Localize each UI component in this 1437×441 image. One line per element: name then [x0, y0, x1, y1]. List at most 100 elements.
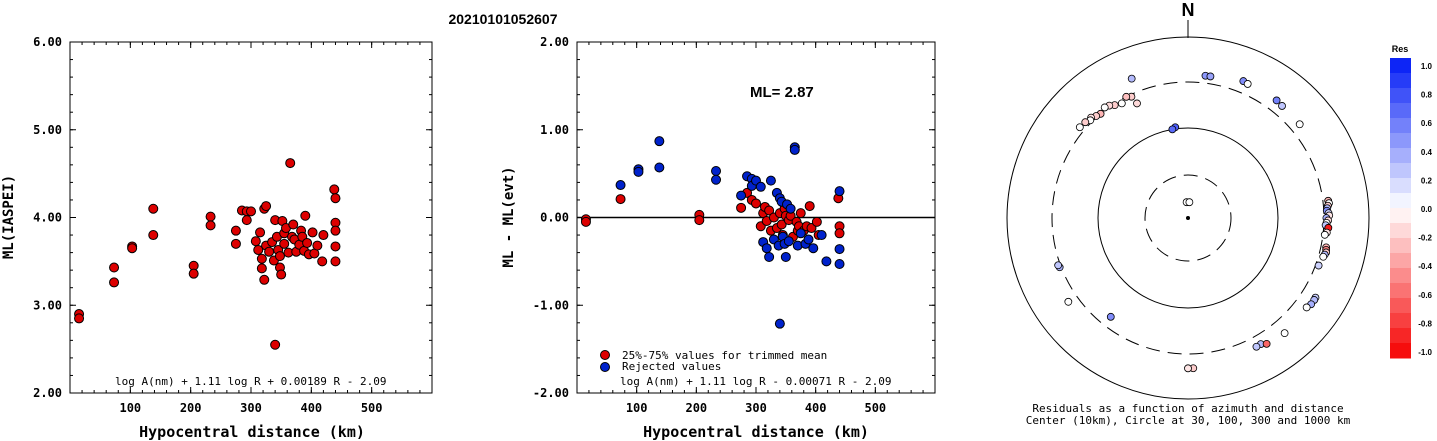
magnitude-point — [329, 184, 340, 195]
magnitude-point — [302, 237, 313, 248]
magnitude-point — [279, 238, 290, 249]
magnitude-point — [205, 211, 216, 222]
magnitude-point — [330, 225, 341, 236]
annotation-residual: log A(nm) + 1.11 log R - 0.00071 R - 2.0… — [620, 375, 892, 388]
colorbar-cell — [1390, 73, 1411, 89]
azimuth-point — [1319, 252, 1328, 261]
colorbar-label: 0.8 — [1421, 91, 1433, 100]
residual-point — [780, 251, 791, 262]
magnitude-point — [109, 277, 120, 288]
panel-residual: -2.00 -1.00 0.00 1.00 2.00 100 200 300 400 500 ML… — [501, 35, 936, 441]
colorbar-label: 0.2 — [1421, 176, 1433, 185]
azimuth-point — [1100, 103, 1109, 112]
colorbar-cell — [1390, 313, 1411, 329]
residual-point — [821, 256, 832, 267]
azimuth-point — [1075, 123, 1084, 132]
azimuth-point — [1054, 261, 1063, 270]
residual-point — [795, 208, 806, 219]
residual-ytick-label: -2.00 — [533, 386, 569, 400]
colorbar-cell — [1390, 268, 1411, 284]
colorbar-cell — [1390, 88, 1411, 104]
magnitude-point — [330, 241, 341, 252]
magnitude-xtick-label: 500 — [361, 401, 383, 415]
xlabel-magnitude: Hypocentral distance (km) — [139, 423, 365, 441]
magnitude-point — [148, 203, 159, 214]
azimuth-point — [1168, 125, 1177, 134]
colorbar: Res 1.0 0.8 0.6 0.4 0.2 0.0 -0.2 -0.4 -0.6 -0.8 -1… — [1390, 44, 1433, 359]
panel-magnitude: 2.00 3.00 4.00 5.00 6.00 100 200 300 400 500 log … — [1, 35, 433, 441]
magnitude-point — [274, 251, 285, 262]
azimuth-point — [1122, 92, 1131, 101]
magnitude-point — [318, 230, 329, 241]
points-magnitude — [74, 158, 341, 350]
colorbar-cell — [1390, 343, 1411, 359]
magnitude-point — [256, 263, 267, 274]
ring-100km — [1097, 127, 1279, 309]
magnitude-point — [317, 256, 328, 267]
ylabel-magnitude: ML(IASPEI) — [1, 175, 17, 259]
colorbar-cell — [1390, 193, 1411, 209]
colorbar-label: 0.4 — [1421, 148, 1433, 157]
magnitude-ytick-label: 4.00 — [33, 211, 62, 225]
north-label: N — [1182, 0, 1195, 20]
azimuth-point — [1280, 329, 1289, 338]
residual-point — [711, 174, 722, 185]
azimuth-point — [1278, 102, 1286, 110]
residual-point — [654, 162, 665, 173]
magnitude-point — [255, 227, 266, 238]
magnitude-ytick-label: 5.00 — [33, 123, 62, 137]
colorbar-cells — [1390, 58, 1411, 359]
points-residual — [580, 136, 845, 329]
azimuth-point — [1081, 118, 1090, 127]
colorbar-cell — [1390, 328, 1411, 344]
magnitude-point — [312, 240, 323, 251]
residual-point — [633, 166, 644, 177]
colorbar-cell — [1390, 223, 1411, 239]
colorbar-cell — [1390, 133, 1411, 149]
colorbar-cell — [1390, 298, 1411, 314]
azimuth-point — [1106, 312, 1115, 321]
colorbar-label: -0.2 — [1418, 234, 1432, 243]
residual-xtick-label: 500 — [864, 401, 886, 415]
magnitude-xtick-label: 100 — [119, 401, 141, 415]
azimuth-point — [1302, 303, 1311, 312]
colorbar-cell — [1390, 58, 1411, 74]
residual-point — [736, 202, 747, 213]
colorbar-title: Res — [1392, 44, 1409, 54]
ml-value-label: ML= 2.87 — [750, 84, 814, 101]
residual-point — [811, 216, 822, 227]
magnitude-point — [188, 268, 199, 279]
magnitude-point — [307, 227, 318, 238]
axes-residual: -2.00 -1.00 0.00 1.00 2.00 100 200 300 400 500 — [533, 35, 936, 415]
azimuth-point — [1185, 198, 1194, 207]
colorbar-cell — [1390, 208, 1411, 224]
residual-point — [764, 251, 775, 262]
azimuth-point — [1252, 342, 1261, 351]
residual-point — [774, 318, 785, 329]
magnitude-point — [148, 230, 159, 241]
residual-point — [795, 228, 806, 239]
magnitude-point — [330, 193, 341, 204]
residual-point — [785, 203, 796, 214]
magnitude-xtick-label: 200 — [180, 401, 202, 415]
colorbar-labels: 1.0 0.8 0.6 0.4 0.2 0.0 -0.2 -0.4 -0.6 -0.8 -1.0 — [1418, 62, 1432, 357]
magnitude-point — [205, 220, 216, 231]
azimuth-point — [1133, 99, 1141, 108]
azimuth-point — [1243, 80, 1252, 88]
magnitude-point — [259, 274, 270, 285]
axes-magnitude: 2.00 3.00 4.00 5.00 6.00 100 200 300 400 500 — [33, 35, 433, 415]
colorbar-cell — [1390, 118, 1411, 134]
azimuth-point — [1064, 297, 1073, 306]
magnitude-ytick-label: 6.00 — [33, 35, 62, 49]
azimuth-point — [1206, 72, 1215, 81]
residual-point — [789, 144, 800, 155]
magnitude-point — [264, 246, 275, 257]
residual-point — [711, 165, 722, 176]
colorbar-label: 1.0 — [1421, 62, 1433, 71]
magnitude-point — [261, 201, 272, 212]
legend-swatch-rejected — [600, 362, 610, 372]
residual-xtick-label: 300 — [745, 401, 767, 415]
colorbar-cell — [1390, 103, 1411, 119]
azimuth-point — [1262, 339, 1271, 348]
colorbar-cell — [1390, 253, 1411, 269]
